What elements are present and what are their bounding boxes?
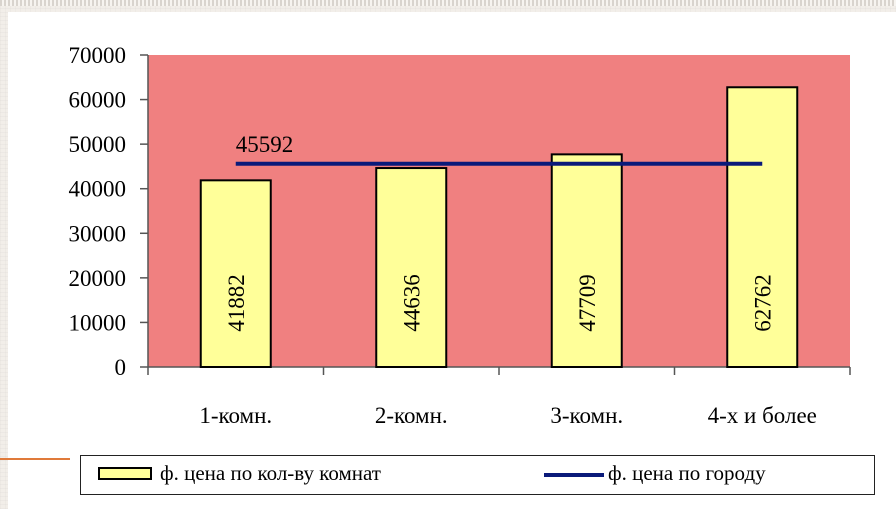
legend: ф. цена по кол-ву комнат ф. цена по горо… xyxy=(80,455,875,495)
legend-item-line: ф. цена по городу xyxy=(544,456,874,493)
bar-data-label: 41882 xyxy=(224,274,249,332)
legend-line-swatch xyxy=(544,473,604,477)
y-tick-label: 50000 xyxy=(69,132,127,157)
y-axis: 0 10000 20000 30000 40000 50000 60000 70000 xyxy=(69,43,149,380)
x-tick-label: 4-х и более xyxy=(708,403,817,428)
x-tick-label: 3-комн. xyxy=(550,403,623,428)
y-tick-label: 30000 xyxy=(69,221,127,246)
legend-bar-swatch xyxy=(98,467,152,480)
bar xyxy=(726,86,799,368)
x-tick-label: 1-комн. xyxy=(199,403,272,428)
bar xyxy=(550,153,623,368)
y-tick-label: 70000 xyxy=(69,43,127,68)
y-tick-label: 10000 xyxy=(69,310,127,335)
accent-line xyxy=(0,458,70,460)
y-tick-label: 0 xyxy=(115,355,127,380)
y-tick-label: 60000 xyxy=(69,88,127,113)
bar-data-label: 47709 xyxy=(575,274,600,332)
top-decorative-stripe xyxy=(0,0,896,6)
bar xyxy=(199,179,272,368)
legend-item-bar: ф. цена по кол-ву комнат xyxy=(81,456,541,493)
y-tick-label: 20000 xyxy=(69,266,127,291)
reference-line: 45592 xyxy=(235,132,763,166)
legend-bar-label: ф. цена по кол-ву комнат xyxy=(160,461,381,485)
y-tick-label: 40000 xyxy=(69,177,127,202)
bar-data-label: 62762 xyxy=(750,274,775,332)
x-axis: 1-комн. 2-комн. 3-комн. 4-х и более xyxy=(147,366,851,428)
legend-line-label: ф. цена по городу xyxy=(608,461,766,485)
x-tick-label: 2-комн. xyxy=(375,403,448,428)
bar xyxy=(375,167,448,368)
bars: 41882 44636 47709 62762 xyxy=(199,86,799,368)
bar-data-label: 44636 xyxy=(399,274,424,332)
reference-line-label: 45592 xyxy=(236,132,294,157)
